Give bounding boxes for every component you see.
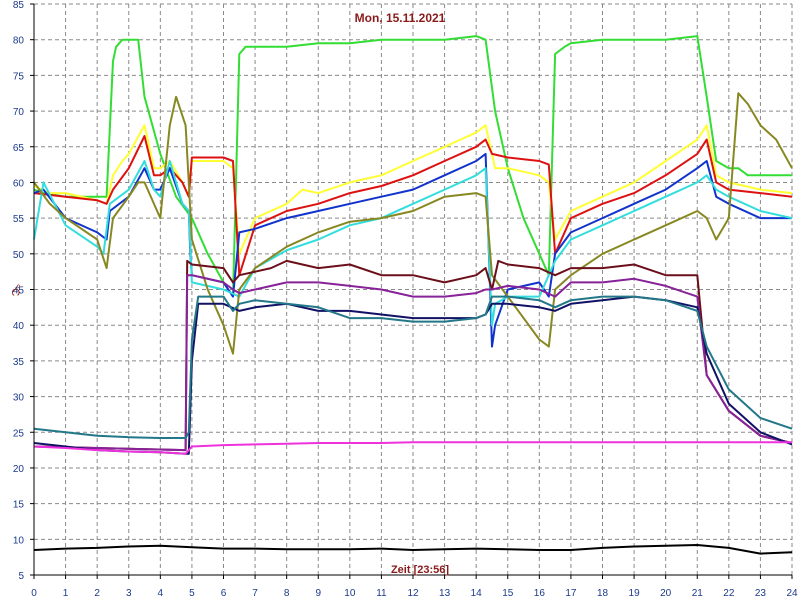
x-tick-label: 18 xyxy=(597,588,609,599)
y-tick-label: 75 xyxy=(13,71,25,82)
y-tick-label: 10 xyxy=(13,535,25,546)
series-line-12 xyxy=(33,544,793,555)
y-tick-label: 85 xyxy=(13,0,25,11)
x-tick-label: 3 xyxy=(126,588,132,599)
series-line-4 xyxy=(33,152,792,348)
y-tick-label: 20 xyxy=(13,464,25,475)
y-axis-label: °C xyxy=(9,284,21,296)
x-tick-label: 1 xyxy=(63,588,69,599)
series-line-5 xyxy=(33,160,793,327)
x-tick-label: 10 xyxy=(344,588,356,599)
series-line-11 xyxy=(33,441,792,455)
x-tick-label: 14 xyxy=(471,588,483,599)
x-tick-label: 23 xyxy=(755,588,767,599)
y-tick-label: 70 xyxy=(13,107,25,118)
x-tick-label: 11 xyxy=(376,588,387,599)
chart-title: Mon, 15.11.2021 xyxy=(355,11,446,25)
x-tick-label: 5 xyxy=(189,588,195,599)
x-tick-label: 7 xyxy=(252,588,258,599)
x-tick-label: 16 xyxy=(534,588,546,599)
y-tick-label: 45 xyxy=(13,286,25,297)
y-tick-label: 15 xyxy=(13,500,25,511)
x-tick-label: 8 xyxy=(284,588,290,599)
x-tick-label: 6 xyxy=(221,588,227,599)
series-line-10 xyxy=(33,295,793,439)
y-tick-label: 30 xyxy=(13,393,25,404)
y-tick-label: 35 xyxy=(13,357,25,368)
y-tick-label: 50 xyxy=(13,250,25,261)
x-tick-label: 22 xyxy=(723,588,735,599)
y-tick-label: 40 xyxy=(13,321,25,332)
series-line-7 xyxy=(33,259,793,452)
x-tick-label: 15 xyxy=(502,588,514,599)
series-line-3 xyxy=(33,135,793,277)
series-line-1 xyxy=(33,35,792,298)
series-line-6 xyxy=(33,92,793,355)
y-tick-label: 65 xyxy=(13,143,25,154)
series-line-8 xyxy=(33,274,793,452)
x-tick-label: 4 xyxy=(158,588,164,599)
y-tick-label: 5 xyxy=(18,571,24,582)
series-group xyxy=(33,35,793,555)
x-tick-label: 12 xyxy=(407,588,419,599)
x-tick-label: 24 xyxy=(786,588,798,599)
x-tick-label: 0 xyxy=(31,588,37,599)
y-tick-label: 55 xyxy=(13,214,25,225)
axes: 0 1 2 3 4 5 6 7 8 9 10 11 12 13 14 15 16 17 18 19 20 21 22 23 24… xyxy=(13,0,798,599)
y-tick-label: 25 xyxy=(13,428,25,439)
x-tick-label: 21 xyxy=(692,588,704,599)
x-tick-label: 19 xyxy=(629,588,641,599)
y-tick-label: 60 xyxy=(13,178,25,189)
x-axis-label: Zeit [23:56] xyxy=(391,564,449,576)
x-tick-label: 13 xyxy=(439,588,451,599)
x-tick-label: 9 xyxy=(315,588,321,599)
y-tick-label: 80 xyxy=(13,36,25,47)
series-line-2 xyxy=(33,124,793,255)
x-tick-label: 17 xyxy=(565,588,577,599)
x-tick-label: 20 xyxy=(660,588,672,599)
x-tick-label: 2 xyxy=(94,588,100,599)
